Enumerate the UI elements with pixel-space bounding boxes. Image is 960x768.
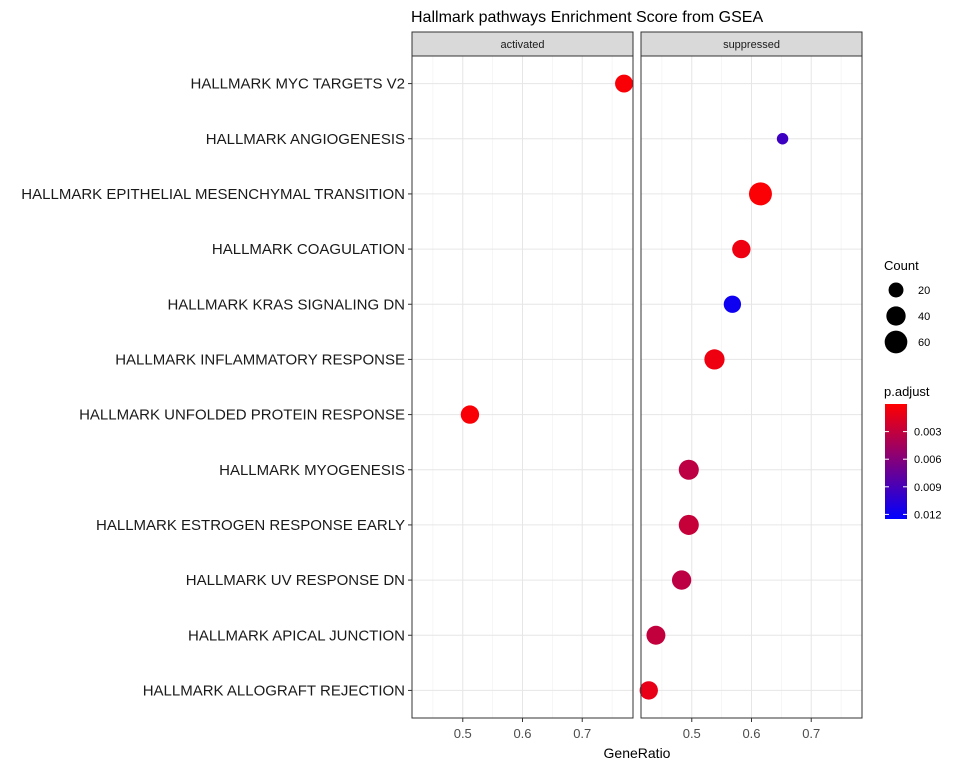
- facet-strip-label-suppressed: suppressed: [723, 39, 780, 51]
- facet-strip-activated: [411, 31, 634, 57]
- legend-padj-label: 0.003: [914, 427, 942, 439]
- data-point-activated-0: [615, 74, 634, 93]
- panel-border: [411, 55, 634, 719]
- legend-count-label: 60: [918, 337, 930, 349]
- data-point-suppressed-4: [723, 295, 742, 313]
- data-point-activated-6: [460, 405, 480, 424]
- data-point-suppressed-5: [704, 349, 725, 370]
- data-point-suppressed-2: [748, 182, 772, 206]
- legend-padj-label: 0.012: [914, 509, 942, 521]
- x-tick-label: 0.5: [454, 726, 472, 741]
- data-point-suppressed-9: [671, 570, 692, 590]
- x-tick-label: 0.5: [683, 726, 701, 741]
- x-tick-label: 0.6: [742, 726, 760, 741]
- legend-padj-title: p.adjust: [884, 384, 930, 399]
- y-category-label: HALLMARK COAGULATION: [212, 241, 405, 258]
- y-category-label: HALLMARK ANGIOGENESIS: [206, 131, 405, 148]
- data-point-suppressed-1: [776, 133, 789, 145]
- legend-count-symbol-40: [886, 306, 906, 326]
- facet-panel-activated: activated 0.5 0.6 0.7: [411, 31, 634, 741]
- facet-panel-suppressed: suppressed 0.5 0.6 0.7: [639, 31, 863, 741]
- x-tick-label: 0.6: [513, 726, 531, 741]
- facet-strip-label-activated: activated: [500, 39, 544, 51]
- y-category-label: HALLMARK APICAL JUNCTION: [188, 627, 405, 644]
- legend-count-label: 20: [918, 285, 930, 297]
- chart-title: Hallmark pathways Enrichment Score from …: [411, 9, 763, 26]
- legend-count-symbol-60: [884, 330, 908, 354]
- data-point-suppressed-7: [678, 459, 699, 480]
- data-point-suppressed-11: [639, 681, 658, 700]
- legend-padj-label: 0.009: [914, 482, 942, 494]
- panel-border: [640, 55, 863, 719]
- y-category-label: HALLMARK MYOGENESIS: [219, 462, 405, 479]
- data-point-suppressed-8: [678, 514, 699, 535]
- y-category-label: HALLMARK UV RESPONSE DN: [186, 572, 405, 589]
- y-category-label: HALLMARK EPITHELIAL MESENCHYMAL TRANSITI…: [21, 186, 405, 203]
- y-category-label: HALLMARK ESTROGEN RESPONSE EARLY: [96, 517, 405, 534]
- legend-count-label: 40: [918, 311, 930, 323]
- legend-padj-label: 0.006: [914, 454, 942, 466]
- y-category-label: HALLMARK KRAS SIGNALING DN: [167, 296, 405, 313]
- legend-padj-colorbar: [885, 404, 907, 519]
- data-point-suppressed-3: [732, 239, 751, 259]
- y-category-label: HALLMARK MYC TARGETS V2: [191, 76, 406, 93]
- x-tick-label: 0.7: [573, 726, 591, 741]
- y-category-label: HALLMARK UNFOLDED PROTEIN RESPONSE: [79, 407, 405, 424]
- y-category-label: HALLMARK ALLOGRAFT REJECTION: [143, 682, 405, 699]
- data-point-suppressed-10: [646, 625, 666, 645]
- legend-count-title: Count: [884, 258, 919, 273]
- x-tick-label: 0.7: [802, 726, 820, 741]
- y-category-label: HALLMARK INFLAMMATORY RESPONSE: [115, 351, 405, 368]
- legend-count-symbol-20: [888, 282, 904, 298]
- x-axis-title: GeneRatio: [604, 745, 671, 761]
- facet-strip-suppressed: [640, 31, 863, 57]
